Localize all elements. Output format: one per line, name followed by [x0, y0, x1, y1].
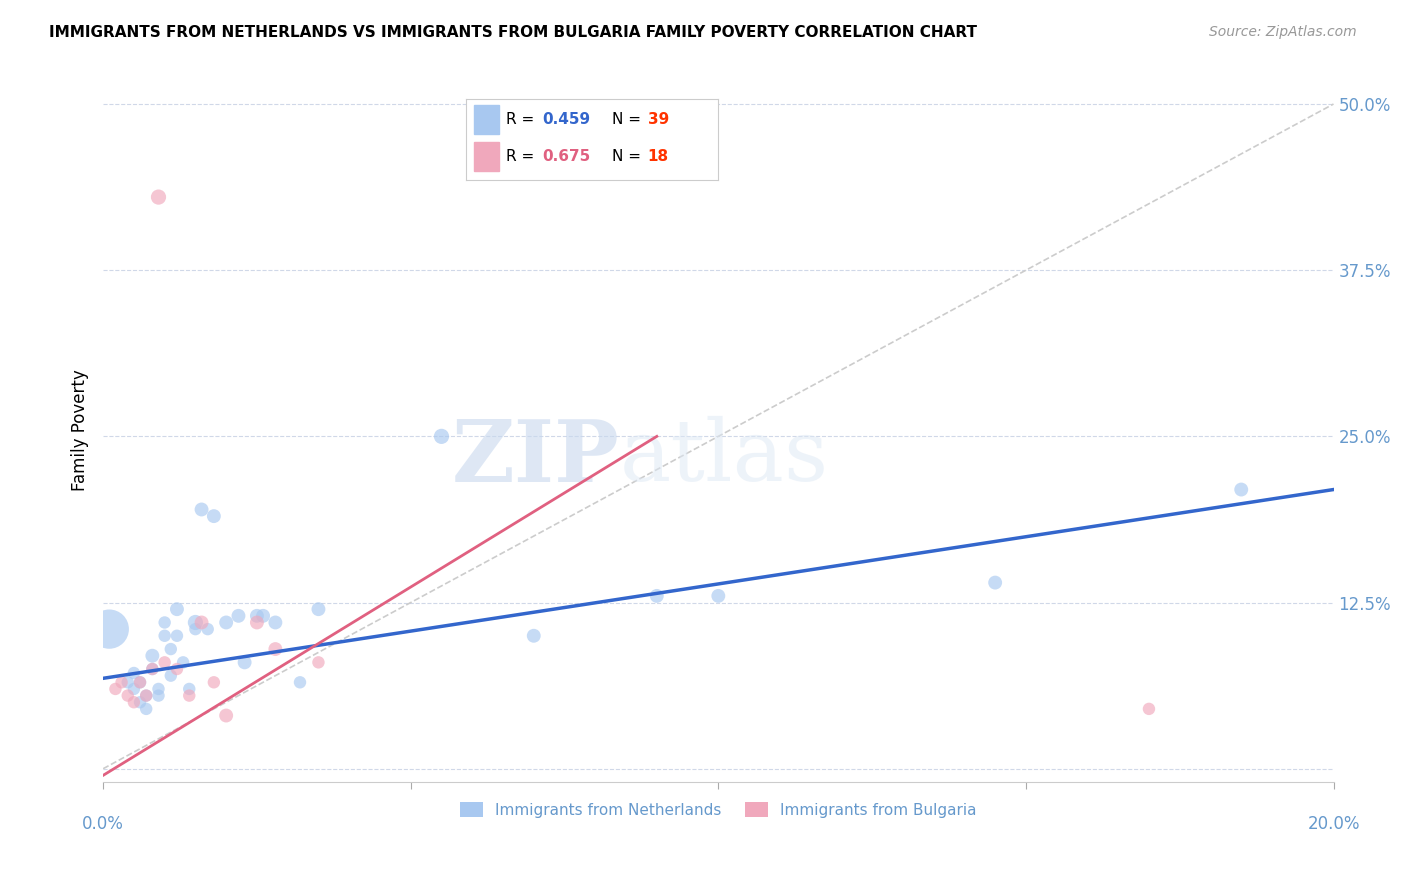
Point — [184, 622, 207, 636]
Point — [104, 681, 127, 696]
Point — [307, 656, 329, 670]
Text: ZIP: ZIP — [453, 416, 620, 500]
Point — [122, 695, 145, 709]
Point — [246, 615, 269, 630]
Point — [190, 615, 212, 630]
Point — [172, 656, 194, 670]
Point — [179, 681, 201, 696]
Point — [159, 668, 181, 682]
Point — [190, 502, 212, 516]
Point — [135, 689, 157, 703]
Point — [141, 648, 163, 663]
Point — [984, 575, 1007, 590]
Point — [129, 695, 152, 709]
Point — [129, 675, 152, 690]
Point — [153, 615, 176, 630]
Point — [122, 665, 145, 680]
Point — [215, 615, 238, 630]
Point — [184, 615, 207, 630]
Point — [141, 662, 163, 676]
Point — [264, 642, 287, 657]
Point — [252, 608, 274, 623]
Point — [707, 589, 730, 603]
Point — [523, 629, 546, 643]
Point — [148, 689, 170, 703]
Point — [166, 662, 188, 676]
Point — [166, 602, 188, 616]
Point — [202, 509, 225, 524]
Point — [153, 656, 176, 670]
Point — [1230, 483, 1253, 497]
Text: atlas: atlas — [620, 417, 830, 500]
Point — [228, 608, 250, 623]
Point — [430, 429, 453, 443]
Point — [307, 602, 329, 616]
Point — [153, 629, 176, 643]
Text: IMMIGRANTS FROM NETHERLANDS VS IMMIGRANTS FROM BULGARIA FAMILY POVERTY CORRELATI: IMMIGRANTS FROM NETHERLANDS VS IMMIGRANT… — [49, 25, 977, 40]
Point — [645, 589, 668, 603]
Point — [246, 608, 269, 623]
Point — [202, 675, 225, 690]
Legend: Immigrants from Netherlands, Immigrants from Bulgaria: Immigrants from Netherlands, Immigrants … — [454, 796, 983, 823]
Point — [135, 702, 157, 716]
Point — [98, 622, 121, 636]
Point — [117, 675, 139, 690]
Point — [264, 615, 287, 630]
Text: 0.0%: 0.0% — [82, 815, 124, 833]
Point — [1137, 702, 1160, 716]
Point — [117, 689, 139, 703]
Point — [148, 190, 170, 204]
Text: 20.0%: 20.0% — [1308, 815, 1360, 833]
Point — [122, 681, 145, 696]
Point — [166, 629, 188, 643]
Point — [179, 689, 201, 703]
Text: Source: ZipAtlas.com: Source: ZipAtlas.com — [1209, 25, 1357, 39]
Point — [135, 689, 157, 703]
Point — [110, 675, 132, 690]
Point — [141, 662, 163, 676]
Y-axis label: Family Poverty: Family Poverty — [72, 369, 89, 491]
Point — [215, 708, 238, 723]
Point — [233, 656, 256, 670]
Point — [159, 642, 181, 657]
Point — [197, 622, 219, 636]
Point — [288, 675, 311, 690]
Point — [129, 675, 152, 690]
Point — [148, 681, 170, 696]
